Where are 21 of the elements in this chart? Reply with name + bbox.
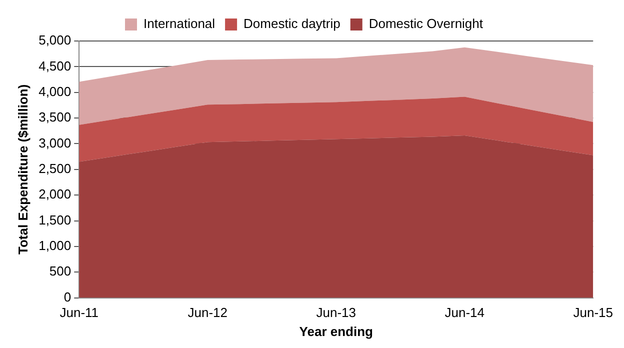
y-tick-label: 5,000 (38, 32, 72, 48)
y-tick-label: 2,500 (38, 160, 72, 176)
y-tick-label: 2,000 (38, 186, 72, 202)
x-tick-label: Jun-12 (188, 305, 228, 320)
legend-label: Domestic daytrip (244, 16, 340, 32)
x-tick-label: Jun-11 (60, 305, 99, 320)
y-tick-label: 1,000 (38, 238, 72, 254)
x-tick-label: Jun-13 (316, 305, 356, 320)
y-tick-label: 3,000 (38, 135, 72, 150)
legend-label: International (143, 16, 216, 32)
y-axis-title: Total Expenditure ($million) (15, 84, 30, 255)
y-tick-label: 1,500 (38, 212, 72, 228)
x-axis-title: Year ending (299, 324, 374, 339)
y-tick-label: 500 (49, 264, 72, 279)
y-tick-label: 0 (64, 289, 72, 304)
x-tick-label: Jun-15 (573, 305, 613, 320)
y-tick-label: 4,500 (38, 58, 72, 74)
y-tick-label: 4,000 (38, 84, 72, 99)
legend-label: Domestic Overnight (368, 16, 484, 32)
y-tick-label: 3,500 (38, 110, 72, 125)
x-tick-label: Jun-14 (444, 305, 484, 320)
